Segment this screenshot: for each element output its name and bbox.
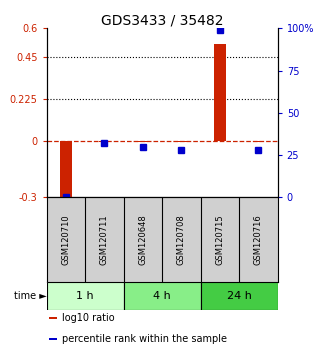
Bar bbox=[176, 141, 187, 142]
Text: GSM120648: GSM120648 bbox=[138, 215, 147, 265]
Bar bbox=[137, 141, 149, 142]
Text: log10 ratio: log10 ratio bbox=[62, 313, 114, 323]
Text: GSM120715: GSM120715 bbox=[215, 215, 224, 265]
Text: GSM120708: GSM120708 bbox=[177, 215, 186, 265]
Bar bbox=[201, 282, 278, 310]
Bar bbox=[47, 282, 124, 310]
Title: GDS3433 / 35482: GDS3433 / 35482 bbox=[101, 13, 223, 27]
Text: 24 h: 24 h bbox=[227, 291, 252, 301]
Bar bbox=[214, 44, 226, 141]
Bar bbox=[49, 338, 57, 340]
Text: 4 h: 4 h bbox=[153, 291, 171, 301]
Bar bbox=[253, 141, 264, 142]
Text: GSM120711: GSM120711 bbox=[100, 215, 109, 265]
Text: percentile rank within the sample: percentile rank within the sample bbox=[62, 334, 227, 344]
Text: GSM120710: GSM120710 bbox=[61, 215, 70, 265]
Text: 1 h: 1 h bbox=[76, 291, 94, 301]
Bar bbox=[60, 141, 72, 201]
Bar bbox=[99, 141, 110, 142]
Text: time ►: time ► bbox=[14, 291, 47, 301]
Bar bbox=[49, 317, 57, 319]
Text: GSM120716: GSM120716 bbox=[254, 215, 263, 265]
Bar bbox=[124, 282, 201, 310]
